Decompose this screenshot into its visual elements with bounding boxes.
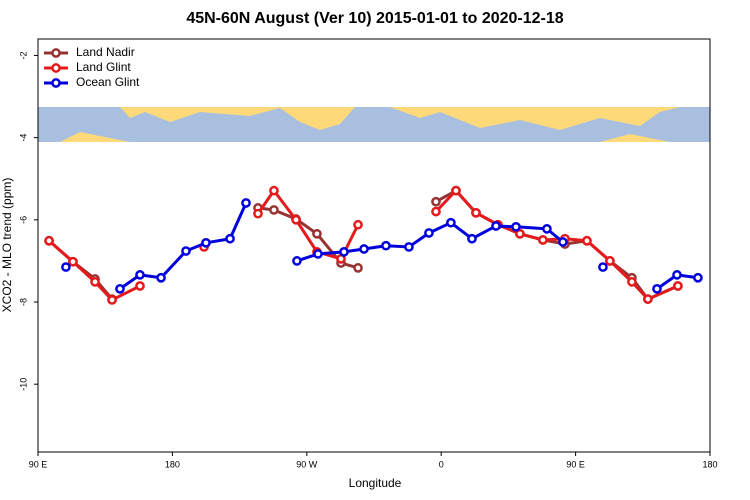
data-point xyxy=(672,270,682,280)
data-point xyxy=(511,221,521,232)
y-axis-label: XCO2 - MLO trend (ppm) xyxy=(0,178,14,313)
data-point xyxy=(598,262,608,272)
data-point xyxy=(181,246,191,256)
data-point xyxy=(431,196,441,207)
legend-label: Land Nadir xyxy=(76,45,135,59)
data-point xyxy=(627,277,637,287)
x-tick-label: 180 xyxy=(702,459,717,469)
data-point xyxy=(431,206,441,217)
data-point xyxy=(542,224,552,234)
legend-label: Land Glint xyxy=(76,60,131,74)
data-point xyxy=(135,281,145,291)
legend-marker xyxy=(51,78,61,88)
data-point xyxy=(467,233,477,244)
data-point xyxy=(515,228,525,239)
data-point xyxy=(115,284,125,294)
data-point xyxy=(201,237,211,248)
data-point xyxy=(643,294,653,304)
data-point xyxy=(312,228,322,239)
y-tick-label: -4 xyxy=(18,134,28,142)
data-point xyxy=(291,214,301,225)
data-point xyxy=(156,272,166,283)
data-point xyxy=(353,263,363,273)
data-point xyxy=(404,242,414,252)
data-point xyxy=(446,217,456,228)
chart-title: 45N-60N August (Ver 10) 2015-01-01 to 20… xyxy=(186,10,563,27)
data-point xyxy=(558,237,568,247)
x-axis-label: Longitude xyxy=(349,476,402,490)
y-tick-label: -6 xyxy=(18,216,28,224)
legend-marker xyxy=(51,63,61,73)
data-point xyxy=(673,281,683,291)
data-point xyxy=(339,247,349,257)
data-point xyxy=(582,235,592,246)
data-point xyxy=(253,208,263,219)
x-tick-label: 90 W xyxy=(296,459,318,469)
data-point xyxy=(269,205,279,215)
data-point xyxy=(359,244,369,254)
data-point xyxy=(538,235,548,245)
x-tick-label: 90 E xyxy=(29,459,48,469)
legend-marker xyxy=(51,48,61,58)
data-point xyxy=(652,284,662,294)
data-point xyxy=(90,277,100,287)
data-point xyxy=(491,221,501,231)
legend-label: Ocean Glint xyxy=(76,75,140,89)
x-tick-label: 0 xyxy=(439,459,444,469)
data-point xyxy=(292,256,302,266)
data-point xyxy=(44,235,54,246)
map-strip xyxy=(38,107,710,142)
y-tick-label: -8 xyxy=(18,298,28,306)
data-point xyxy=(471,207,481,218)
data-point xyxy=(605,256,615,266)
data-point xyxy=(241,198,251,208)
data-point xyxy=(68,256,78,267)
y-tick-label: -10 xyxy=(18,378,28,391)
data-point xyxy=(135,270,145,280)
data-point xyxy=(693,272,703,283)
data-point xyxy=(451,185,461,196)
data-point xyxy=(381,240,391,251)
data-point xyxy=(61,262,71,272)
data-point xyxy=(107,295,117,305)
data-point xyxy=(269,185,279,196)
data-point xyxy=(225,233,235,244)
data-point xyxy=(353,219,363,230)
y-tick-label: -2 xyxy=(18,51,28,59)
data-point xyxy=(313,249,323,259)
data-point xyxy=(424,228,434,238)
x-tick-label: 90 E xyxy=(566,459,585,469)
x-tick-label: 180 xyxy=(165,459,180,469)
plot-frame xyxy=(37,38,711,453)
